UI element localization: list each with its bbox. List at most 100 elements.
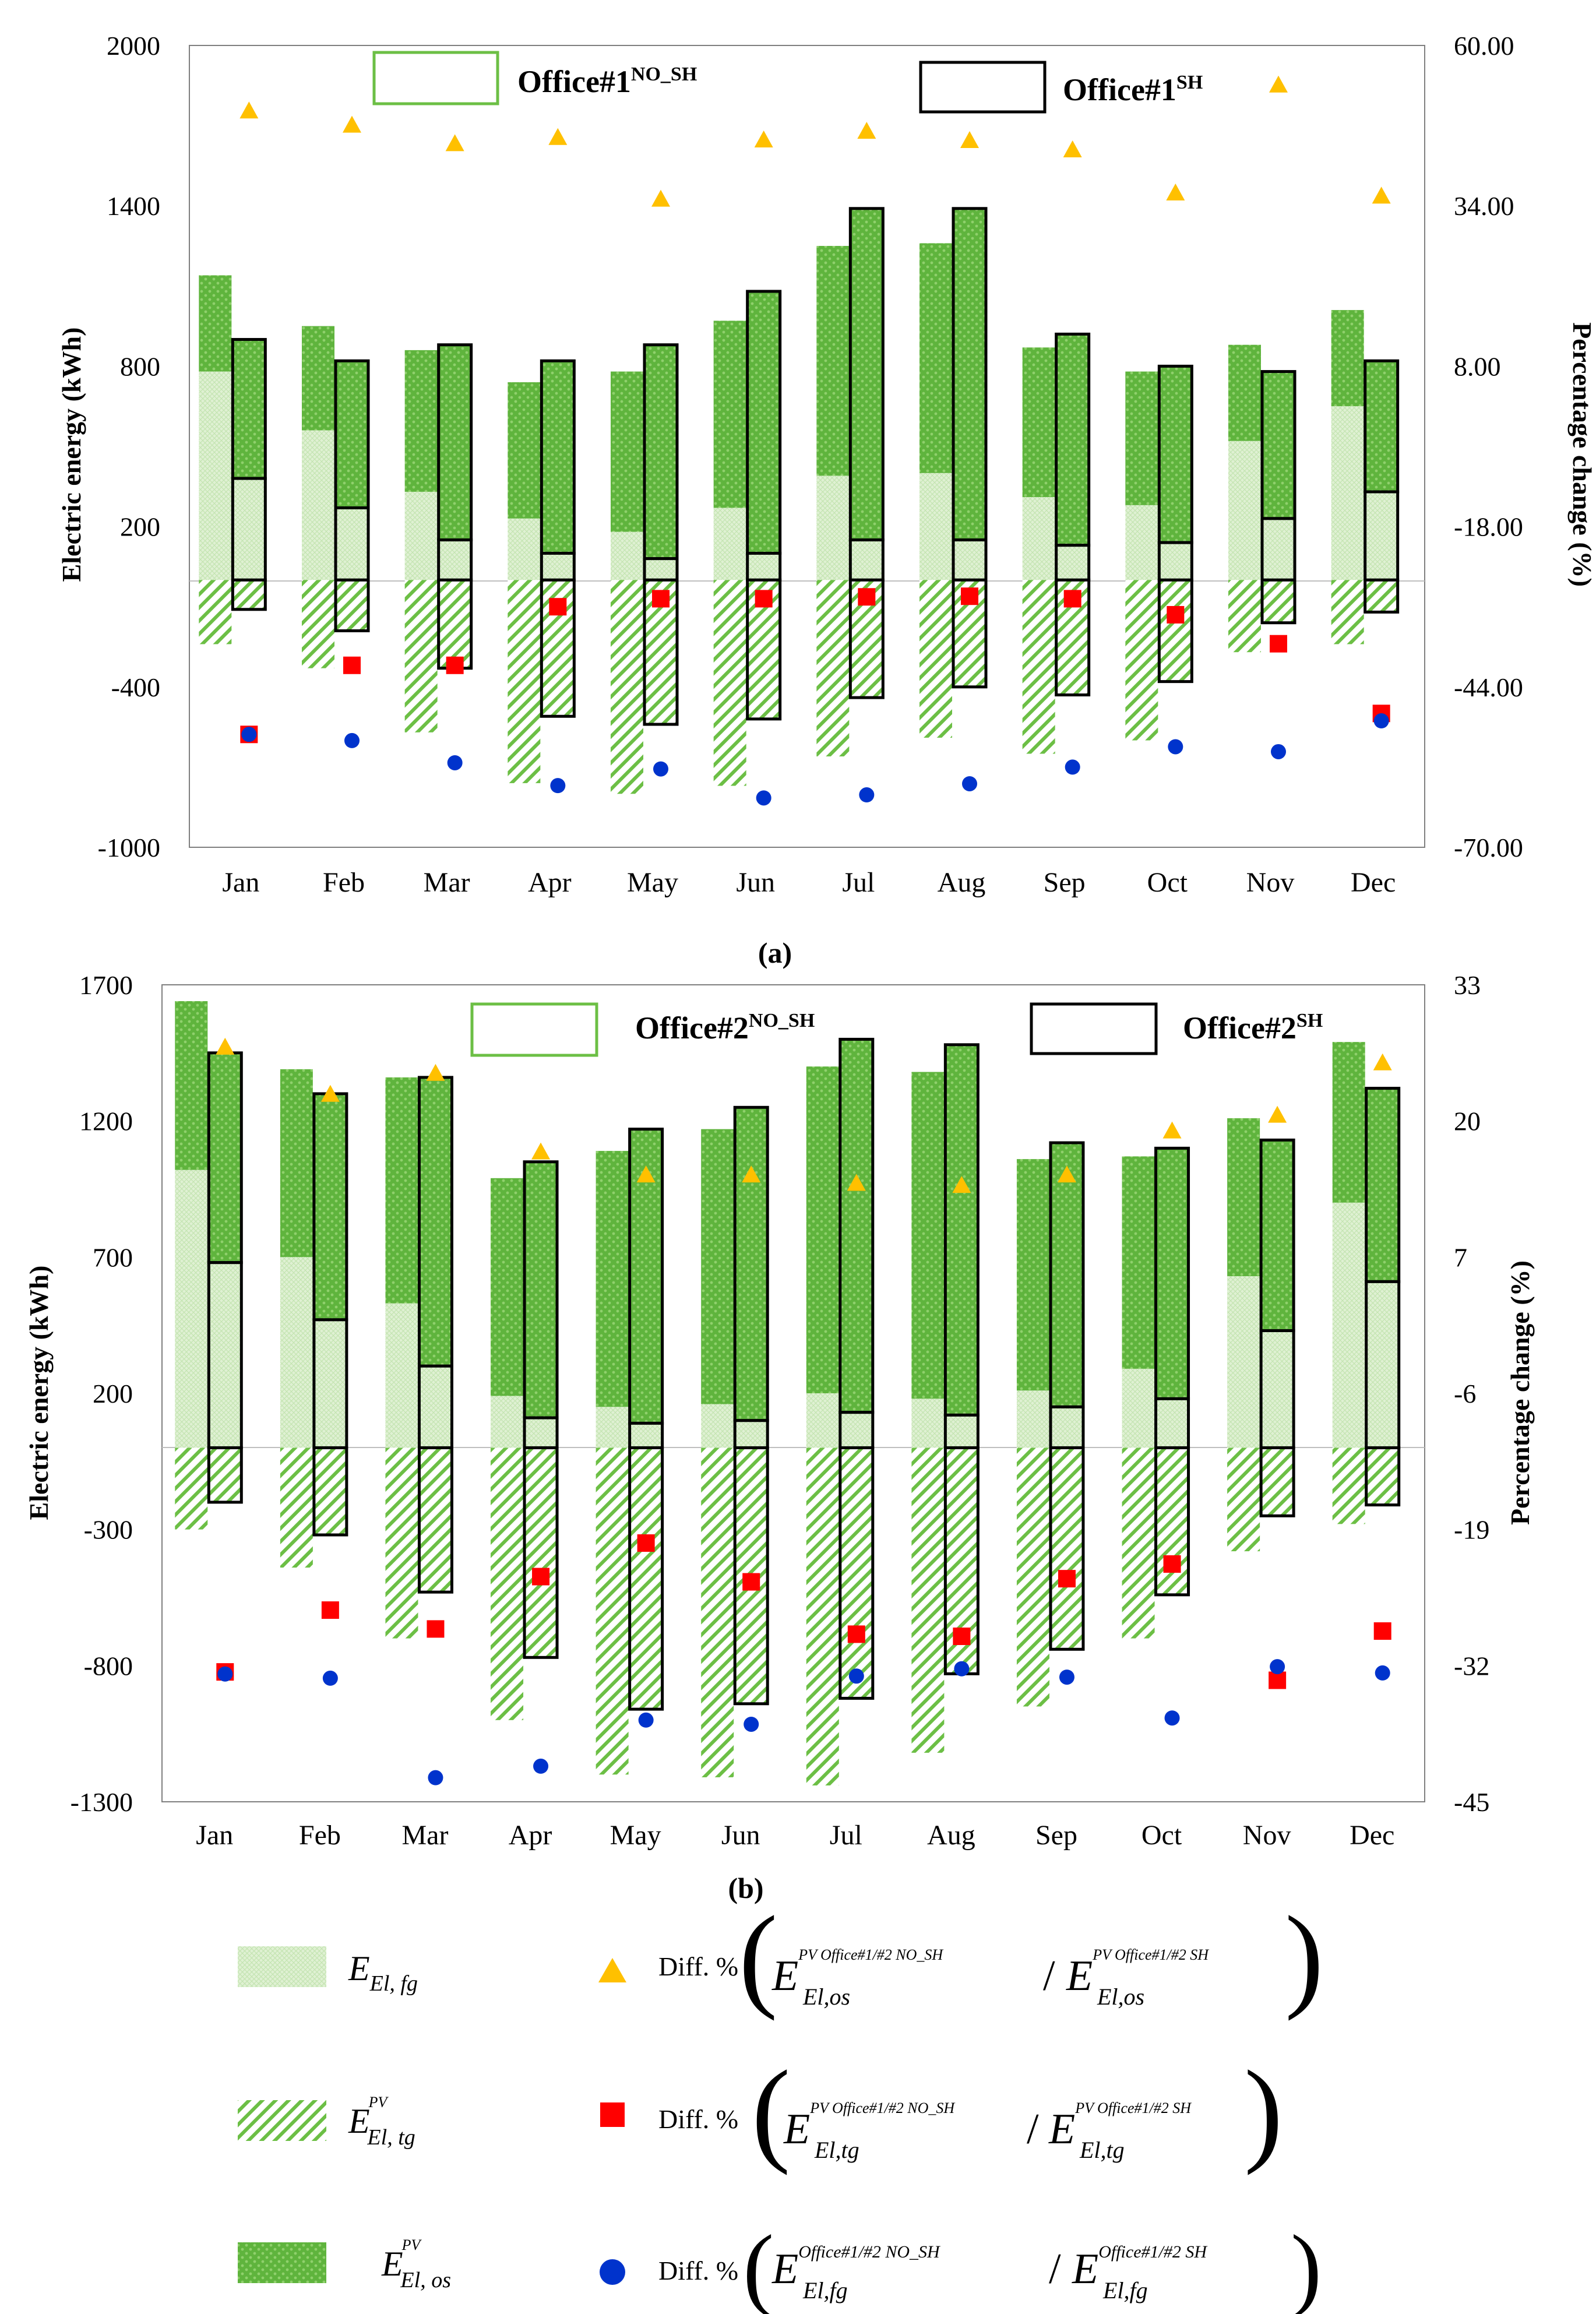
bar-os-nosh — [713, 320, 746, 508]
bar-os-nosh — [1331, 310, 1364, 407]
bar-os-nosh — [199, 275, 232, 372]
bar-fg-nosh — [199, 371, 232, 580]
bar-fg-sh — [1154, 1397, 1190, 1449]
bar-os-nosh — [1228, 344, 1261, 441]
bar-fg-sh — [312, 1318, 348, 1449]
x-tick-label: May — [627, 867, 678, 898]
bar-os-nosh — [175, 1001, 208, 1170]
y2-tick-label: -45 — [1454, 1787, 1489, 1817]
bar-tg-sh — [207, 1446, 243, 1504]
x-tick-label: Jul — [830, 1820, 862, 1851]
marker-triangle-os — [742, 1165, 761, 1183]
bar-tg-nosh — [911, 1447, 945, 1753]
bar-tg-sh — [417, 1446, 453, 1594]
bar-fg-sh — [523, 1416, 559, 1449]
bottom-legend: EEl, fg EPV El, tg EPV El, os Diff. % ( EP… — [238, 1893, 1324, 2314]
bar-os-nosh — [1227, 1118, 1260, 1277]
marker-circle-fg — [1373, 713, 1389, 729]
y2-tick-label: -6 — [1454, 1379, 1476, 1408]
marker-circle-fg — [859, 787, 875, 803]
x-tick-label: May — [610, 1820, 661, 1851]
marker-circle-fg — [344, 732, 360, 748]
y2-tick-label: -32 — [1454, 1651, 1489, 1681]
marker-triangle-os — [1162, 1121, 1182, 1139]
bar-tg-nosh — [1122, 1447, 1155, 1639]
bar-fg-nosh — [1016, 1390, 1049, 1448]
bar-tg-nosh — [508, 580, 541, 783]
panel-b-y-ticks: 1700 1200 700 200 -300 -800 -1300 — [71, 970, 133, 1817]
bar-tg-nosh — [713, 580, 746, 786]
bar-fg-sh — [848, 538, 885, 582]
y-tick-label: -300 — [84, 1515, 133, 1545]
marker-circle-fg — [550, 778, 566, 794]
marker-triangle-os — [847, 1174, 866, 1191]
bar-os-nosh — [1122, 1156, 1155, 1369]
bar-fg-sh — [1049, 1405, 1085, 1449]
y-tick-label: -400 — [111, 672, 160, 702]
bar-tg-nosh — [806, 1447, 839, 1785]
bar-os-sh — [1154, 1146, 1190, 1400]
panel-a-y2label: Percentage change (%) — [1567, 322, 1596, 587]
marker-circle-fg — [322, 1670, 338, 1686]
panel-a: 2000 1400 800 200 -400 -1000 60.00 34.00 8.00 -1… — [57, 31, 1596, 969]
bar-fg-sh — [746, 551, 782, 582]
bar-fg-nosh — [385, 1303, 418, 1448]
legend-square-marker — [600, 2102, 625, 2127]
panel-a-legend-sh-swatch — [919, 61, 1047, 114]
panel-a-legend-sh: Office#1SH — [1063, 72, 1203, 107]
bar-tg-nosh — [385, 1447, 418, 1639]
legend-triangle-marker — [598, 1958, 626, 1982]
legend-triangle-diff: Diff. % — [658, 1952, 738, 1981]
bar-os-sh — [1365, 1087, 1401, 1283]
legend-square-den: EPV Office#1/#2 SH — [1048, 2100, 1192, 2153]
marker-circle-fg — [1168, 739, 1183, 755]
marker-circle-fg — [653, 761, 668, 777]
bar-fg-sh — [1364, 490, 1400, 582]
x-tick-label: Feb — [323, 867, 365, 898]
marker-circle-fg — [1270, 1659, 1285, 1675]
bar-tg-nosh — [1228, 580, 1261, 653]
panel-a-y-ticks: 2000 1400 800 200 -400 -1000 — [98, 31, 160, 862]
marker-circle-fg — [1164, 1710, 1180, 1726]
bar-fg-sh — [943, 1413, 980, 1449]
marker-triangle-os — [1373, 1053, 1392, 1070]
panel-b-legend-nosh-swatch — [470, 1002, 598, 1057]
marker-triangle-os — [548, 128, 568, 145]
legend-square-num-sub: El,tg — [814, 2137, 859, 2163]
x-tick-label: Oct — [1141, 1820, 1182, 1851]
bar-fg-nosh — [701, 1404, 734, 1448]
bar-tg-nosh — [611, 580, 643, 794]
marker-circle-fg — [1065, 759, 1080, 775]
bar-tg-nosh — [816, 580, 850, 757]
panel-a-markers — [239, 75, 1391, 806]
bar-fg-sh — [1055, 544, 1091, 582]
bar-tg-nosh — [491, 1447, 524, 1720]
marker-square-tg — [532, 1568, 550, 1586]
bar-fg-nosh — [816, 476, 850, 580]
bar-os-sh — [746, 290, 782, 555]
legend-square-open-paren: ( — [752, 2047, 791, 2176]
bar-fg-sh — [952, 538, 988, 582]
marker-square-tg — [961, 587, 978, 605]
y-tick-label: 1200 — [79, 1107, 133, 1136]
y2-tick-label: 20 — [1454, 1107, 1481, 1136]
x-tick-label: Nov — [1243, 1820, 1291, 1851]
marker-triangle-os — [636, 1165, 656, 1183]
bar-fg-nosh — [280, 1257, 313, 1448]
bar-fg-sh — [1260, 517, 1296, 582]
bar-tg-sh — [628, 1446, 664, 1711]
bar-os-sh — [437, 343, 473, 542]
x-tick-label: Sep — [1044, 867, 1086, 898]
legend-triangle-close-paren: ) — [1285, 1893, 1324, 2021]
x-tick-label: Mar — [424, 867, 470, 898]
x-tick-label: Dec — [1351, 867, 1396, 898]
bar-tg-nosh — [302, 580, 334, 668]
panel-b-legend-nosh: Office#2NO_SH — [635, 1010, 815, 1045]
bar-tg-sh — [437, 578, 473, 670]
panel-a-caption: (a) — [758, 936, 792, 969]
legend-tg-label: EPV El, tg — [348, 2094, 415, 2150]
bar-os-sh — [838, 1037, 875, 1414]
bar-os-nosh — [911, 1072, 945, 1399]
marker-triangle-os — [1372, 186, 1391, 204]
